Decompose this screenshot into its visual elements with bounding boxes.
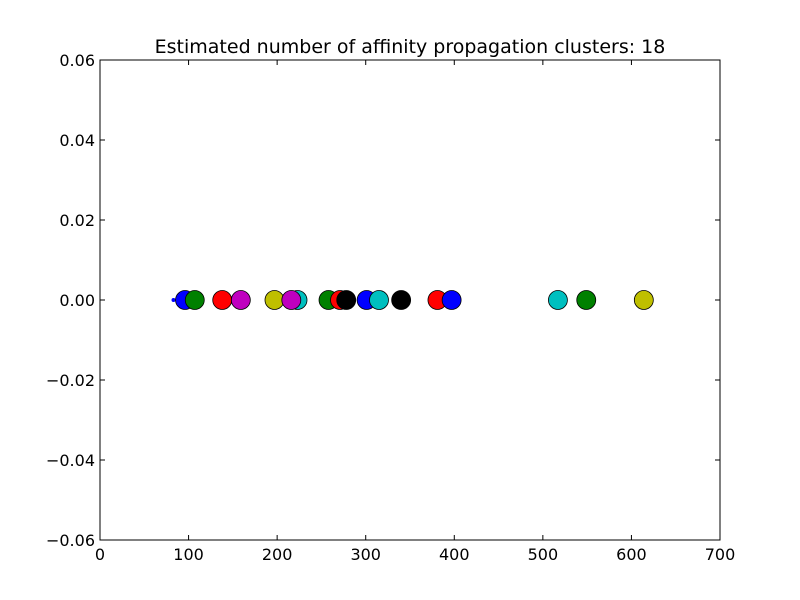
y-tick-label: 0.06 [59, 51, 95, 70]
x-tick-label: 700 [705, 545, 736, 564]
y-axis-ticks: −0.06 −0.04 −0.02 0.00 0.02 0.04 0.06 [46, 51, 720, 550]
cluster-point [336, 290, 357, 310]
y-tick-label: −0.04 [46, 451, 95, 470]
x-axis-ticks: 0 100 200 300 400 500 600 700 [95, 60, 735, 564]
cluster-point [441, 290, 462, 310]
cluster-point [548, 290, 568, 310]
y-tick-label: −0.06 [46, 531, 95, 550]
plot-area-frame [99, 59, 721, 541]
x-tick-label: 300 [350, 545, 381, 564]
cluster-point [369, 290, 389, 310]
cluster-point [212, 290, 233, 310]
x-tick-label: 200 [262, 545, 293, 564]
y-tick-label: −0.02 [46, 371, 95, 390]
exemplar-point [171, 298, 176, 302]
y-tick-label: 0.00 [59, 291, 95, 310]
x-tick-label: 400 [439, 545, 470, 564]
chart-title: Estimated number of affinity propagation… [155, 36, 666, 58]
cluster-point [264, 290, 285, 310]
x-tick-label: 500 [528, 545, 559, 564]
cluster-point [391, 290, 412, 310]
cluster-point [230, 290, 251, 310]
x-tick-label: 100 [173, 545, 204, 564]
y-tick-label: 0.02 [59, 211, 95, 230]
y-tick-label: 0.04 [59, 131, 95, 150]
scatter-points [171, 290, 654, 310]
cluster-point [633, 290, 654, 310]
x-tick-label: 0 [95, 545, 105, 564]
cluster-point [281, 290, 302, 310]
x-tick-label: 600 [616, 545, 647, 564]
cluster-point [184, 290, 205, 310]
cluster-point [576, 290, 597, 310]
